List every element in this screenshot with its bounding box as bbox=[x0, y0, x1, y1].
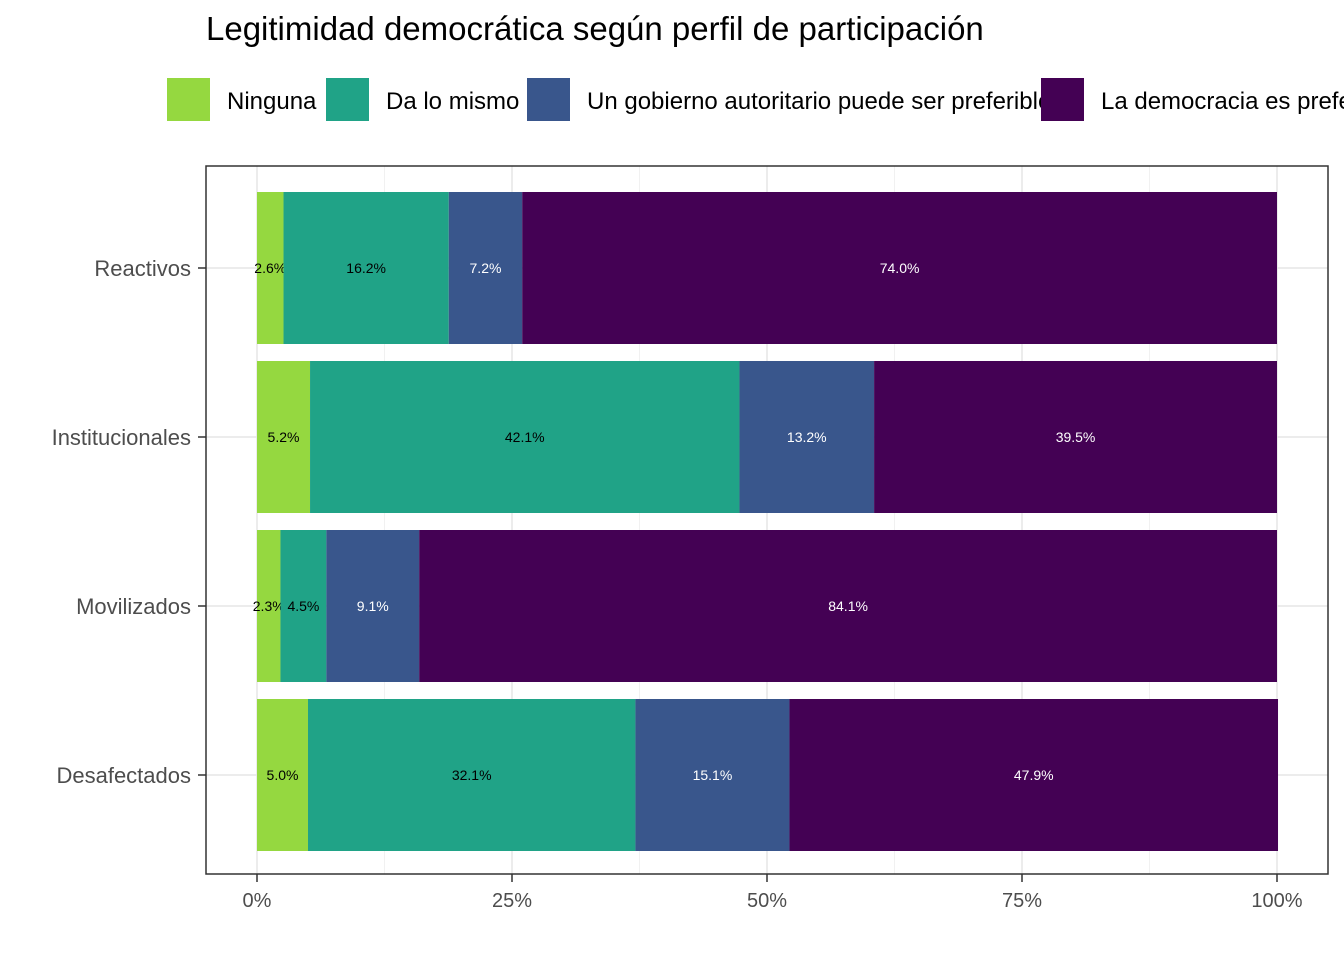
data-label: 13.2% bbox=[787, 429, 827, 445]
bar-segment-1 bbox=[257, 530, 281, 682]
x-tick-label: 50% bbox=[747, 890, 787, 912]
bar-segment-3 bbox=[326, 530, 420, 682]
legend-key bbox=[1041, 78, 1084, 121]
legend-key bbox=[326, 78, 369, 121]
data-label: 16.2% bbox=[346, 260, 386, 276]
data-label: 2.6% bbox=[254, 260, 286, 276]
data-label: 5.2% bbox=[268, 429, 300, 445]
data-label: 32.1% bbox=[452, 767, 492, 783]
y-tick-label: Movilizados bbox=[76, 594, 191, 619]
data-label: 4.5% bbox=[287, 598, 319, 614]
x-tick-label: 75% bbox=[1002, 890, 1042, 912]
bar-segment-4 bbox=[789, 699, 1279, 851]
bar-segment-1 bbox=[257, 192, 284, 344]
y-tick-label: Reactivos bbox=[94, 256, 191, 281]
bar-segment-3 bbox=[448, 192, 523, 344]
data-label: 42.1% bbox=[505, 429, 545, 445]
bar-segment-1 bbox=[257, 361, 311, 513]
legend-key bbox=[167, 78, 210, 121]
legend-label: La democracia es preferible bbox=[1101, 88, 1344, 115]
chart-title: Legitimidad democrática según perfil de … bbox=[206, 10, 984, 47]
x-tick-label: 0% bbox=[243, 890, 272, 912]
y-tick-label: Institucionales bbox=[52, 425, 191, 450]
data-label: 15.1% bbox=[693, 767, 733, 783]
bar-segment-2 bbox=[308, 699, 636, 851]
x-tick-label: 100% bbox=[1251, 890, 1302, 912]
legend-label: Ninguna bbox=[227, 88, 317, 115]
data-label: 84.1% bbox=[828, 598, 868, 614]
bar-segment-4 bbox=[419, 530, 1277, 682]
bar-segment-3 bbox=[635, 699, 790, 851]
data-label: 74.0% bbox=[880, 260, 920, 276]
bar-segment-4 bbox=[874, 361, 1277, 513]
data-label: 5.0% bbox=[267, 767, 299, 783]
x-tick-label: 25% bbox=[492, 890, 532, 912]
bar-segment-2 bbox=[310, 361, 740, 513]
data-label: 7.2% bbox=[470, 260, 502, 276]
data-label: 47.9% bbox=[1014, 767, 1054, 783]
bar-segment-3 bbox=[739, 361, 875, 513]
data-label: 39.5% bbox=[1056, 429, 1096, 445]
bar-segment-4 bbox=[522, 192, 1277, 344]
data-label: 2.3% bbox=[253, 598, 285, 614]
legend-label: Da lo mismo bbox=[386, 88, 520, 115]
data-label: 9.1% bbox=[357, 598, 389, 614]
legend-label: Un gobierno autoritario puede ser prefer… bbox=[587, 88, 1052, 115]
bar-segment-2 bbox=[283, 192, 449, 344]
bar-segment-1 bbox=[257, 699, 308, 851]
legend-key bbox=[527, 78, 570, 121]
bar-segment-2 bbox=[280, 530, 327, 682]
y-tick-label: Desafectados bbox=[56, 763, 191, 788]
